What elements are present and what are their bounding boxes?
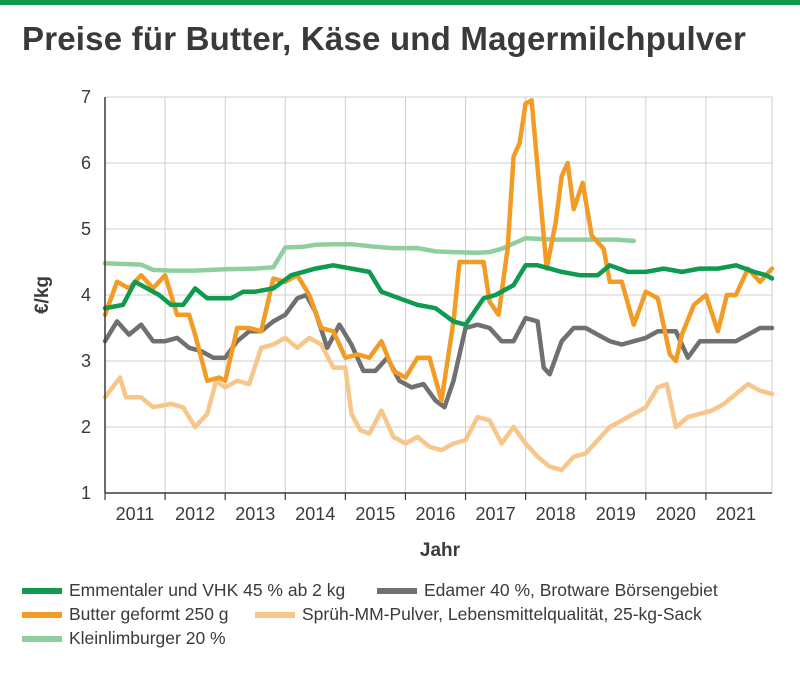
x-tick-label: 2013 xyxy=(235,504,275,524)
legend-item-kleinlimburger: Kleinlimburger 20 % xyxy=(22,628,226,649)
y-tick-labels: 1 2 3 4 5 6 7 xyxy=(81,87,91,503)
y-tick-label: 2 xyxy=(81,417,91,437)
legend-item-mm-pulver: Sprüh-MM-Pulver, Lebensmittelqualität, 2… xyxy=(255,604,702,625)
x-tick-label: 2019 xyxy=(596,504,636,524)
y-tick-label: 7 xyxy=(81,87,91,107)
legend-swatch xyxy=(377,587,417,594)
x-tick-label: 2014 xyxy=(295,504,335,524)
y-axis-label: €/kg xyxy=(32,276,53,314)
series-line-spr-h xyxy=(102,335,775,473)
legend-label: Butter geformt 250 g xyxy=(69,604,229,624)
x-tick-label: 2018 xyxy=(536,504,576,524)
y-tick-label: 6 xyxy=(81,153,91,173)
legend-label: Edamer 40 %, Brotware Börsengebiet xyxy=(424,580,718,600)
x-tick-label: 2011 xyxy=(116,504,155,524)
legend-label: Kleinlimburger 20 % xyxy=(69,628,226,648)
top-accent-bar xyxy=(0,0,800,5)
x-tick-label: 2016 xyxy=(415,504,455,524)
series-line-kleinlimburger-20 xyxy=(102,235,637,273)
line-chart: 1 2 3 4 5 6 7 2011 2012 2013 2014 2015 2016 2017 2018… xyxy=(32,87,775,524)
legend-item-edamer: Edamer 40 %, Brotware Börsengebiet xyxy=(377,580,718,601)
x-tick-label: 2012 xyxy=(175,504,215,524)
legend-swatch xyxy=(22,635,62,642)
x-axis-label: Jahr xyxy=(419,540,461,561)
x-tick-labels: 2011 2012 2013 2014 2015 2016 2017 2018 2019 2020… xyxy=(104,493,756,524)
y-tick-label: 5 xyxy=(81,219,91,239)
legend-label: Sprüh-MM-Pulver, Lebensmittelqualität, 2… xyxy=(302,604,702,624)
y-tick-label: 4 xyxy=(81,285,91,305)
legend-item-butter: Butter geformt 250 g xyxy=(22,604,229,625)
series-line-butter-geformt xyxy=(102,98,775,403)
y-tick-label: 1 xyxy=(81,483,91,503)
x-tick-label: 2021 xyxy=(716,504,756,524)
legend-swatch xyxy=(255,611,295,618)
y-tick-label: 3 xyxy=(81,351,91,371)
legend-item-emmentaler: Emmentaler und VHK 45 % ab 2 kg xyxy=(22,580,345,601)
series-line-edamer-40 xyxy=(102,292,775,410)
legend-label: Emmentaler und VHK 45 % ab 2 kg xyxy=(69,580,346,600)
series-lines xyxy=(102,98,775,473)
legend-swatch xyxy=(22,587,62,594)
chart-title: Preise für Butter, Käse und Magermilchpu… xyxy=(22,20,747,57)
x-tick-label: 2017 xyxy=(476,504,516,524)
x-tick-label: 2020 xyxy=(656,504,696,524)
x-tick-label: 2015 xyxy=(355,504,395,524)
legend-swatch xyxy=(22,611,62,618)
series-line-emmentaler-und xyxy=(102,263,775,327)
